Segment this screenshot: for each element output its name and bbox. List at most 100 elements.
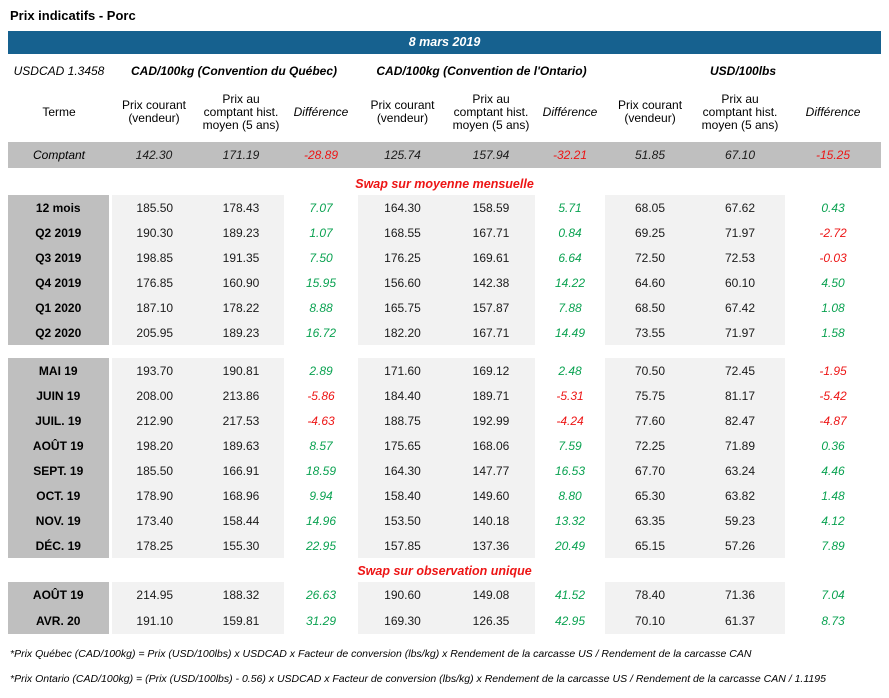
difference-cell: 8.88 — [284, 295, 358, 320]
difference-cell: 7.07 — [284, 195, 358, 220]
footnote-quebec: *Prix Québec (CAD/100kg) = Prix (USD/100… — [10, 648, 752, 660]
group-header-quebec: CAD/100kg (Convention du Québec) — [110, 54, 358, 82]
difference-cell: 1.58 — [785, 320, 882, 345]
difference-cell: -2.72 — [785, 220, 882, 245]
table-body: Comptant 142.30 171.19 -28.89 125.74 157.94 -3… — [8, 142, 882, 634]
price-cell: 182.20 — [358, 320, 447, 345]
price-cell: 71.36 — [695, 582, 786, 608]
difference-cell: 16.72 — [284, 320, 358, 345]
price-cell: 72.25 — [605, 433, 696, 458]
price-cell: 75.75 — [605, 383, 696, 408]
price-cell: 160.90 — [198, 270, 284, 295]
difference-cell: 16.53 — [535, 458, 606, 483]
difference-cell: 7.59 — [535, 433, 606, 458]
term-cell: Q1 2020 — [8, 295, 112, 320]
section-header: Swap sur moyenne mensuelle — [355, 176, 534, 191]
difference-cell: 14.49 — [535, 320, 606, 345]
price-cell: 191.35 — [198, 245, 284, 270]
price-cell: 171.60 — [358, 358, 447, 383]
price-cell: 61.37 — [695, 608, 786, 634]
table-row: Q4 2019 176.85 160.90 15.95 156.60 142.38 14.2… — [8, 270, 882, 295]
price-cell: 208.00 — [110, 383, 198, 408]
price-cell: 64.60 — [605, 270, 696, 295]
price-cell: 157.87 — [447, 295, 535, 320]
term-cell: SEPT. 19 — [8, 458, 112, 483]
price-cell: 184.40 — [358, 383, 447, 408]
difference-cell: 41.52 — [535, 582, 606, 608]
price-cell: 71.97 — [695, 320, 786, 345]
table-row: AOÛT 19 198.20 189.63 8.57 175.65 168.06 7.59 7… — [8, 433, 882, 458]
difference-cell: 15.95 — [284, 270, 358, 295]
price-cell: 173.40 — [110, 508, 198, 533]
term-cell: MAI 19 — [8, 358, 112, 383]
col-header-prix-comptant-ontario: Prix au comptant hist. moyen (5 ans) — [447, 82, 535, 142]
price-cell: 189.23 — [198, 220, 284, 245]
col-header-difference-quebec: Différence — [284, 82, 358, 142]
difference-cell: 7.88 — [535, 295, 606, 320]
usdcad-rate: USDCAD 1.3458 — [8, 54, 110, 82]
price-cell: 167.71 — [447, 220, 535, 245]
price-cell: 65.30 — [605, 483, 696, 508]
difference-cell: 1.07 — [284, 220, 358, 245]
price-cell: 149.08 — [447, 582, 535, 608]
difference-cell: 7.89 — [785, 533, 882, 558]
price-cell: 142.38 — [447, 270, 535, 295]
table-row: Q2 2020 205.95 189.23 16.72 182.20 167.71 14.4… — [8, 320, 882, 345]
difference-cell: 2.48 — [535, 358, 606, 383]
price-cell: 153.50 — [358, 508, 447, 533]
section-header-row: Swap sur moyenne mensuelle — [8, 173, 881, 195]
group-header-usd: USD/100lbs — [605, 54, 882, 82]
difference-cell: 1.48 — [785, 483, 882, 508]
difference-cell: 42.95 — [535, 608, 606, 634]
price-cell: 70.50 — [605, 358, 696, 383]
difference-cell: 0.36 — [785, 433, 882, 458]
table-row: Q3 2019 198.85 191.35 7.50 176.25 169.61 6.64 7… — [8, 245, 882, 270]
term-cell: NOV. 19 — [8, 508, 112, 533]
difference-cell: 18.59 — [284, 458, 358, 483]
price-cell: 65.15 — [605, 533, 696, 558]
section-gap — [8, 345, 881, 358]
difference-cell: -5.86 — [284, 383, 358, 408]
term-cell: JUIL. 19 — [8, 408, 112, 433]
price-cell: 166.91 — [198, 458, 284, 483]
table-row: Q1 2020 187.10 178.22 8.88 165.75 157.87 7.88 6… — [8, 295, 882, 320]
price-cell: 198.20 — [110, 433, 198, 458]
price-cell: 169.30 — [358, 608, 447, 634]
price-cell: 77.60 — [605, 408, 696, 433]
price-cell: 178.22 — [198, 295, 284, 320]
price-cell: 189.63 — [198, 433, 284, 458]
price-cell: 68.05 — [605, 195, 696, 220]
price-cell: 67.62 — [695, 195, 786, 220]
price-cell: 140.18 — [447, 508, 535, 533]
price-cell: 178.90 — [110, 483, 198, 508]
footnote-ontario: *Prix Ontario (CAD/100kg) = (Prix (USD/1… — [10, 673, 826, 685]
price-cell: 214.95 — [110, 582, 198, 608]
table-row: JUIL. 19 212.90 217.53 -4.63 188.75 192.99 -4.… — [8, 408, 882, 433]
price-cell: 82.47 — [695, 408, 786, 433]
price-cell: 63.82 — [695, 483, 786, 508]
price-cell: 159.81 — [198, 608, 284, 634]
col-header-prix-courant-quebec: Prix courant (vendeur) — [110, 82, 198, 142]
term-cell: DÉC. 19 — [8, 533, 112, 558]
difference-cell: 7.04 — [785, 582, 882, 608]
col-header-difference-ontario: Différence — [535, 82, 606, 142]
term-cell: JUIN 19 — [8, 383, 112, 408]
price-cell: 72.50 — [605, 245, 696, 270]
price-cell: 57.26 — [695, 533, 786, 558]
table-row: DÉC. 19 178.25 155.30 22.95 157.85 137.36 20.4… — [8, 533, 882, 558]
price-cell: 169.61 — [447, 245, 535, 270]
difference-cell: -4.24 — [535, 408, 606, 433]
difference-cell: 4.46 — [785, 458, 882, 483]
term-cell: Q2 2020 — [8, 320, 112, 345]
price-cell: 164.30 — [358, 458, 447, 483]
price-cell: 171.19 — [198, 142, 284, 168]
table-row: AVR. 20 191.10 159.81 31.29 169.30 126.35 42.9… — [8, 608, 882, 634]
price-cell: 193.70 — [110, 358, 198, 383]
col-header-prix-comptant-usd: Prix au comptant hist. moyen (5 ans) — [695, 82, 786, 142]
price-cell: 72.53 — [695, 245, 786, 270]
difference-cell: 2.89 — [284, 358, 358, 383]
price-cell: 137.36 — [447, 533, 535, 558]
difference-cell: 8.57 — [284, 433, 358, 458]
price-cell: 60.10 — [695, 270, 786, 295]
